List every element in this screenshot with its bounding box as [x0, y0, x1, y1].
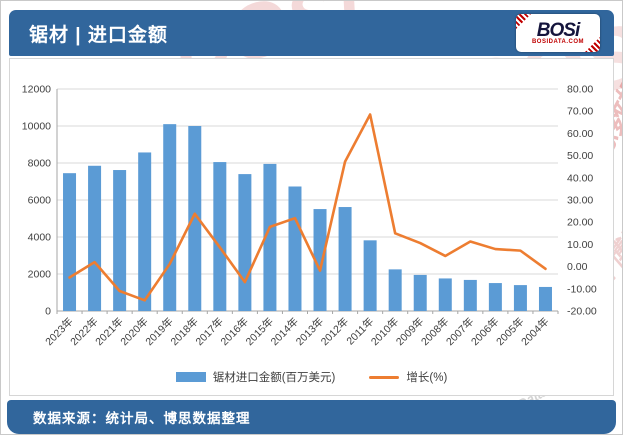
right-axis-tick-label: 20.00	[567, 217, 593, 229]
right-axis-tick-label: 40.00	[567, 172, 593, 184]
bar-2009年	[413, 274, 427, 311]
right-axis-tick-label: 80.00	[567, 84, 593, 96]
bar-2007年	[463, 279, 477, 311]
bar-2023年	[63, 173, 77, 311]
header-bar: 锯材 | 进口金额 BOSi BOSIDATA.COM	[9, 10, 614, 56]
bar-2004年	[538, 286, 552, 311]
logo-stripe-icon	[516, 14, 531, 29]
right-axis-tick-label: 50.00	[567, 150, 593, 162]
bar-2018年	[188, 126, 202, 311]
footer-bar: 数据来源：统计局、博思数据整理	[7, 400, 616, 434]
right-axis-tick-label: 10.00	[567, 239, 593, 251]
x-axis-label: 2004年	[518, 315, 551, 348]
bar-2010年	[388, 269, 402, 311]
bar-2017年	[213, 162, 227, 311]
left-axis-tick-label: 12000	[22, 84, 51, 96]
bar-2022年	[88, 165, 102, 311]
bar-2014年	[288, 186, 302, 311]
left-axis-tick-label: 8000	[28, 158, 52, 170]
right-axis-tick-label: 0.00	[567, 261, 588, 273]
chart-panel: 0 2000 4000 6000 8000 10000 12000 -20.00 -10.00 0…	[9, 58, 614, 396]
legend-line-swatch-icon	[369, 375, 400, 379]
bosidata-logo: BOSi BOSIDATA.COM	[516, 14, 600, 52]
bar-2020年	[138, 152, 152, 311]
right-axis-tick-label: -20.00	[567, 306, 597, 318]
bar-2005年	[513, 285, 527, 311]
bar-2008年	[438, 278, 452, 311]
right-axis-tick-label: 30.00	[567, 195, 593, 207]
right-axis-tick-label: 60.00	[567, 128, 593, 140]
logo-stripe-icon	[585, 37, 600, 52]
chart-svg: 0 2000 4000 6000 8000 10000 12000 -20.00 -10.00 0…	[22, 84, 597, 349]
chart-legend: 锯材进口金额(百万美元) 增长(%)	[10, 365, 613, 389]
x-axis-label: 2012年	[318, 315, 351, 348]
bar-2013年	[313, 209, 327, 311]
legend-item-line-series: 增长(%)	[369, 369, 447, 385]
left-axis-tick-label: 4000	[28, 232, 52, 244]
logo-subtext: BOSIDATA.COM	[531, 38, 585, 45]
right-axis-tick-label: 70.00	[567, 106, 593, 118]
legend-bar-swatch-icon	[175, 372, 206, 382]
left-axis-tick-label: 10000	[22, 121, 51, 133]
bar-2011年	[363, 240, 377, 311]
bar-2019年	[163, 124, 177, 312]
bar-2016年	[238, 174, 252, 311]
left-axis-tick-label: 2000	[28, 269, 52, 281]
bar-2012年	[338, 207, 352, 311]
data-source-text: 数据来源：统计局、博思数据整理	[33, 411, 251, 426]
bar-2021年	[113, 170, 127, 311]
right-axis-tick-label: -10.00	[567, 283, 597, 295]
left-axis-tick-label: 6000	[28, 195, 52, 207]
growth-line	[68, 113, 547, 302]
legend-bar-label: 锯材进口金额(百万美元)	[212, 372, 336, 384]
left-axis-tick-label: 0	[45, 306, 51, 318]
logo-text: BOSi	[536, 19, 580, 41]
bar-2006年	[488, 283, 502, 311]
legend-line-label: 增长(%)	[406, 372, 448, 384]
bar-2015年	[263, 163, 277, 311]
page-title: 锯材 | 进口金额	[29, 24, 168, 46]
legend-item-bar-series: 锯材进口金额(百万美元)	[175, 369, 336, 385]
